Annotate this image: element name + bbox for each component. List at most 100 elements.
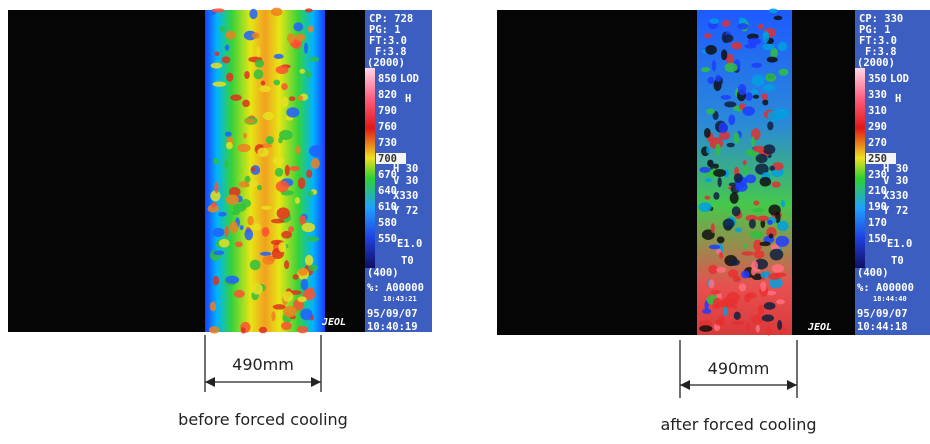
thermal-blob [729,259,740,266]
thermal-blob [757,304,765,316]
image-background [497,10,855,335]
thermal-blob [767,110,781,122]
thermal-blob [221,56,231,64]
caption: before forced cooling [178,410,348,429]
thermal-blob [272,156,285,165]
thermal-blob [768,233,774,239]
scale-label: 820 [378,89,397,101]
thermal-blob [777,220,789,232]
thermal-blob [224,44,230,51]
thermal-blob [726,292,740,304]
scale-label: 790 [378,105,397,117]
sidebar-text: F:3.8 [375,46,407,58]
thermal-blob [733,132,740,144]
thermal-blob [240,327,246,334]
thermal-blob [731,42,743,50]
thermal-blob [734,227,742,233]
thermal-blob [755,324,760,333]
thermal-blob [224,225,229,238]
thermal-blob [257,184,263,191]
thermal-blob [244,118,256,124]
thermal-blob [769,165,775,171]
thermal-blob [295,145,301,155]
thermal-blob [729,192,739,204]
sidebar-text: %: A00000 [367,282,424,294]
thermal-blob [699,325,713,332]
thermal-blob [709,160,714,170]
thermal-blob [260,80,266,86]
thermal-blob [218,238,230,248]
thermal-blob [218,211,227,217]
thermal-blob [777,319,783,331]
sidebar-text: T0 [891,255,904,267]
thermal-blob [726,142,735,148]
thermal-blob [297,95,303,102]
thermal-blob [698,202,712,213]
thermal-blob [212,276,220,286]
thermal-blob [307,190,314,197]
thermal-blob [304,254,314,266]
thermal-blob [773,272,787,278]
thermal-blob [299,215,307,226]
thermal-blob [282,291,294,302]
thermal-blob [210,62,223,69]
dimension-label: 490mm [232,355,294,374]
thermal-blob [742,159,747,166]
thermal-blob [750,136,756,148]
thermal-blob [308,145,323,157]
thermal-blob [753,249,765,259]
thermal-blob [768,8,778,14]
scale-label: 850 [378,73,397,85]
thermal-blob [713,192,720,200]
color-scale-bar [855,68,865,268]
thermal-blob [748,219,756,229]
thermal-blob [761,314,775,322]
thermal-blob [307,25,314,33]
thermal-blob [762,43,775,51]
thermal-blob [726,53,734,65]
thermal-blob [760,281,767,292]
thermal-blob [777,42,788,52]
thermal-blob [224,131,232,137]
thermal-blob [760,219,766,229]
thermal-blob [708,264,718,275]
thermal-blob [763,302,776,310]
sidebar-text: V 30 [883,175,908,187]
thermal-blob [745,214,758,222]
thermal-blob [293,22,304,32]
scale-label: 350 [868,73,887,85]
thermal-blob [747,37,762,45]
thermal-blob [265,135,274,145]
thermal-blob [755,153,768,164]
sidebar-text: E1.0 [887,238,912,250]
thermal-blob [297,177,306,189]
thermal-blob [704,33,713,39]
thermal-blob [275,180,289,193]
thermal-blob [704,195,711,200]
thermal-blob [253,69,264,80]
thermal-blob [261,205,272,210]
thermal-blob [300,308,313,321]
thermal-blob [713,168,727,177]
thermal-blob [742,243,747,249]
thermal-blob [294,197,301,204]
thermal-blob [703,127,711,138]
thermal-blob [765,326,772,336]
thermal-blob [257,147,269,158]
scale-label: 640 [378,185,397,197]
thermal-blob [229,221,239,234]
scale-label: 210 [868,185,887,197]
scale-label: 230 [868,169,887,181]
thermal-blob [715,319,723,326]
sidebar-text: H [405,93,411,105]
thermal-blob [766,56,778,63]
sidebar-text: 95/09/07 [367,308,418,320]
thermal-blob [701,67,711,73]
thermal-blob [256,46,261,58]
scale-label: 170 [868,217,887,229]
thermal-blob [752,145,765,153]
scale-highlight [866,153,896,164]
thermal-blob [273,79,281,86]
thermal-blob [225,275,240,284]
thermal-blob [244,70,250,80]
